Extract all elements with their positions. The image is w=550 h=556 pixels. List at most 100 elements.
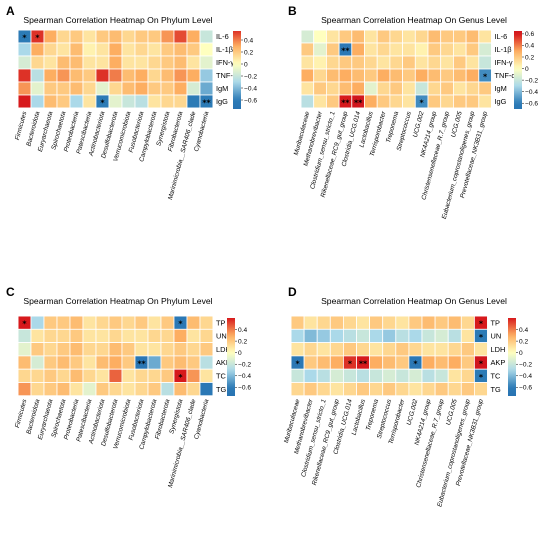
heatmap-cell [160, 68, 175, 83]
row-label: LDH [491, 345, 506, 354]
heatmap-cell [147, 29, 162, 44]
heatmap-cell [56, 315, 71, 330]
heatmap-cell [69, 382, 84, 397]
heatmap-cell [395, 382, 410, 397]
row-label: TC [216, 371, 227, 380]
heatmap-cell [351, 68, 365, 83]
heatmap-cell [30, 81, 45, 96]
heatmap-cell [147, 382, 162, 397]
row-label: IFN-γ [216, 58, 234, 67]
heatmap-cell [30, 382, 45, 397]
heatmap-cell [108, 328, 123, 343]
colorbar-tick-label: 0.4 [519, 327, 528, 334]
significance-marker: * [483, 73, 488, 82]
colorbar-tick-label: 0.6 [525, 31, 534, 38]
heatmap-cell [199, 55, 214, 70]
heatmap-cell [199, 29, 214, 44]
panel-title: Spearman Correlation Heatmap On Phylum L… [23, 296, 212, 306]
significance-marker: * [348, 360, 353, 369]
heatmap-cell [421, 355, 436, 370]
colorbar-tick-label: 0.4 [525, 43, 534, 50]
heatmap-cell [395, 355, 410, 370]
heatmap-cell [414, 68, 429, 83]
heatmap-cell [427, 42, 442, 57]
heatmap-cell [199, 81, 214, 96]
heatmap-cell [186, 382, 201, 397]
heatmap-cell [134, 315, 149, 330]
heatmap-cell [186, 81, 201, 96]
heatmap-cell [147, 315, 162, 330]
heatmap-cell [408, 328, 423, 343]
heatmap-cell [173, 81, 188, 96]
heatmap-cell [351, 42, 365, 57]
heatmap-cell [440, 55, 454, 70]
significance-marker: ** [137, 360, 146, 369]
heatmap-cell [447, 382, 462, 397]
heatmap-cell [82, 55, 97, 70]
colorbar-tick-label: 0 [238, 350, 242, 357]
heatmap-cell [313, 42, 327, 57]
heatmap-cell [382, 328, 397, 343]
heatmap-cell [108, 368, 123, 383]
heatmap-cell [95, 342, 110, 357]
heatmap-cell [160, 355, 175, 370]
heatmap-cell [434, 342, 449, 357]
heatmap-cell [121, 315, 136, 330]
heatmap-cell [108, 342, 123, 357]
heatmap-cell [338, 68, 353, 83]
colorbar-tick-label: 0.2 [525, 54, 534, 61]
heatmap-cell [402, 94, 416, 109]
heatmap-cell [69, 68, 84, 83]
heatmap-cell [303, 368, 318, 383]
colorbar-tick-label: −0.6 [525, 101, 538, 108]
heatmap-cell [408, 342, 423, 357]
column-label: Firmicutes [14, 110, 29, 141]
heatmap-cell [408, 315, 423, 330]
significance-marker: * [22, 320, 27, 329]
heatmap-cell [421, 315, 436, 330]
heatmap-cell [199, 368, 214, 383]
heatmap-cell [376, 42, 391, 57]
heatmap-cell [414, 81, 429, 96]
heatmap-cell [414, 42, 429, 57]
heatmap-cell [440, 94, 454, 109]
heatmap-cell [69, 81, 84, 96]
row-label: IFN-γ [495, 58, 513, 67]
heatmap-cell [408, 368, 423, 383]
heatmap-cell [465, 94, 480, 109]
heatmap-cell [325, 81, 340, 96]
row-label: UN [216, 332, 227, 341]
heatmap-cell [364, 81, 378, 96]
colorbar-tick-label: −0.6 [238, 385, 251, 392]
heatmap-cell [95, 355, 110, 370]
heatmap-cell [356, 315, 371, 330]
colorbar-tick-label: −0.4 [238, 373, 251, 380]
heatmap-cell [369, 368, 384, 383]
row-label: AKP [216, 358, 231, 367]
colorbar-tick-label: −0.6 [519, 385, 532, 392]
heatmap-cell [17, 355, 32, 370]
heatmap-cell [478, 42, 492, 57]
significance-marker: * [178, 373, 183, 382]
heatmap-cell [316, 328, 331, 343]
heatmap-cell [186, 29, 201, 44]
heatmap-cell [95, 81, 110, 96]
heatmap-cell [56, 81, 71, 96]
heatmap-cell [82, 342, 97, 357]
heatmap-cell [460, 342, 475, 357]
heatmap-cell [173, 342, 188, 357]
heatmap-cell [447, 342, 462, 357]
heatmap-cell [300, 29, 315, 44]
heatmap-cell [121, 355, 136, 370]
heatmap-cell [447, 315, 462, 330]
heatmap-cell [199, 382, 214, 397]
heatmap-cell [30, 42, 45, 57]
significance-marker: * [22, 34, 27, 43]
heatmap-cell [69, 94, 84, 109]
heatmap-cell [478, 94, 492, 109]
heatmap-cell [69, 342, 84, 357]
heatmap-cell [95, 328, 110, 343]
significance-marker: * [479, 360, 484, 369]
significance-marker: * [413, 360, 418, 369]
row-label: IgM [495, 84, 507, 93]
